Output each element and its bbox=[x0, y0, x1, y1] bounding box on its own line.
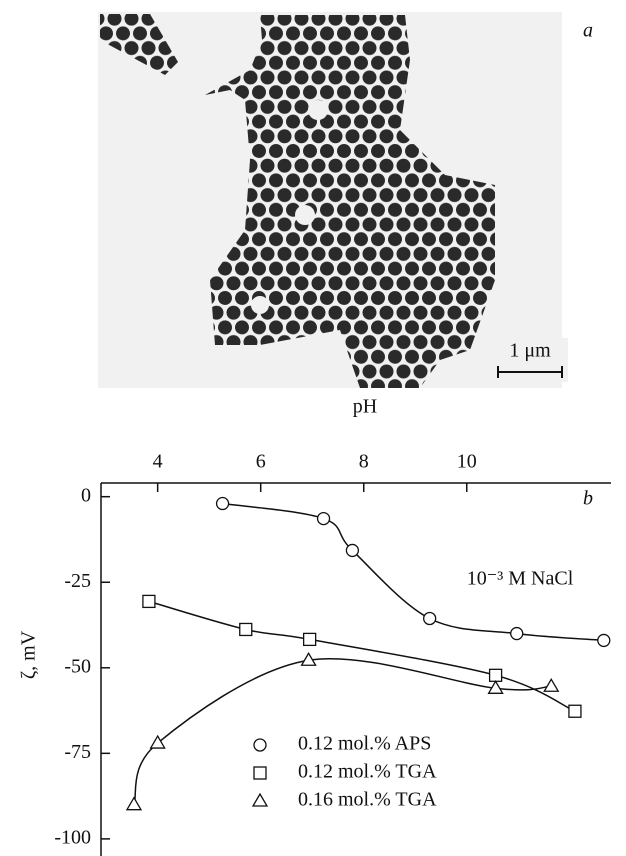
y-tick-label: -50 bbox=[64, 655, 91, 677]
y-tick-label: -75 bbox=[64, 741, 91, 763]
y-tick-label: 0 bbox=[81, 484, 91, 506]
legend-label: 0.12 mol.% APS bbox=[298, 733, 431, 755]
vacancy bbox=[308, 100, 328, 120]
legend-label: 0.16 mol.% TGA bbox=[298, 789, 437, 811]
legend-marker bbox=[253, 766, 267, 780]
panel-label: b bbox=[583, 488, 593, 510]
marker bbox=[215, 496, 230, 511]
marker bbox=[568, 704, 582, 718]
marker bbox=[597, 633, 611, 648]
y-axis-label: ζ, mV bbox=[18, 630, 40, 679]
scale-bar-background bbox=[490, 338, 568, 382]
marker bbox=[125, 796, 143, 811]
y-tick-label: -25 bbox=[64, 570, 91, 592]
x-axis-label: pH bbox=[353, 396, 377, 418]
marker bbox=[142, 594, 156, 609]
x-tick-label: 6 bbox=[256, 451, 266, 473]
particle-cluster bbox=[100, 14, 178, 75]
marker bbox=[300, 651, 317, 666]
marker bbox=[316, 511, 331, 526]
marker bbox=[149, 734, 166, 749]
vacancy bbox=[295, 205, 315, 225]
marker bbox=[510, 626, 524, 641]
marker bbox=[423, 611, 437, 626]
chart: pH ζ, mV b 10⁻³ M NaCl 4 6 8 10 0 -25 -50 -75 -1… bbox=[18, 396, 611, 856]
x-tick-label: 8 bbox=[359, 451, 369, 473]
marker bbox=[345, 543, 360, 558]
legend-marker bbox=[251, 792, 269, 807]
fit-curve bbox=[148, 600, 576, 712]
marker bbox=[487, 680, 504, 694]
marker bbox=[302, 632, 317, 647]
legend-marker bbox=[253, 738, 267, 752]
micrograph: 1 μm a bbox=[98, 12, 593, 388]
panel-label: a bbox=[583, 20, 593, 42]
scale-bar-label: 1 μm bbox=[509, 340, 551, 362]
x-tick-label: 10 bbox=[457, 451, 477, 473]
marker bbox=[239, 622, 253, 637]
x-tick-label: 4 bbox=[153, 451, 163, 473]
fit-curve bbox=[222, 502, 604, 642]
marker bbox=[543, 677, 560, 692]
y-tick-label: -100 bbox=[54, 826, 91, 848]
legend-label: 0.12 mol.% TGA bbox=[298, 761, 437, 783]
vacancy bbox=[251, 296, 269, 314]
particle-crystal bbox=[205, 15, 495, 388]
annotation: 10⁻³ M NaCl bbox=[467, 568, 574, 590]
marker bbox=[488, 668, 503, 682]
